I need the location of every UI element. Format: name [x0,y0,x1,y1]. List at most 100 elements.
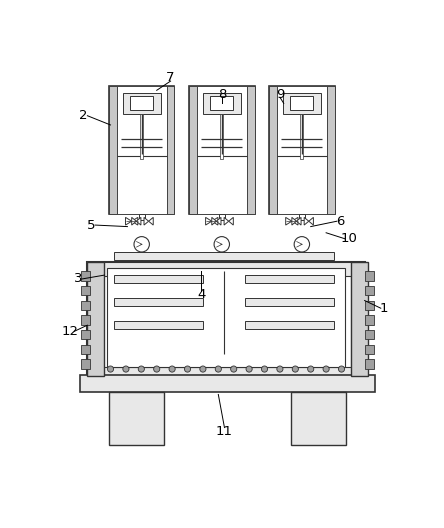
Bar [290,96,313,110]
Bar [117,87,166,213]
Bar [140,114,143,159]
Bar [351,262,368,376]
Text: 4: 4 [197,288,206,301]
Bar [81,315,91,325]
Polygon shape [229,218,234,225]
Bar [81,360,91,369]
Text: 9: 9 [276,88,284,101]
Polygon shape [216,218,221,225]
Text: 3: 3 [74,272,83,286]
Bar [189,87,197,213]
Bar [109,87,117,213]
Bar [81,345,91,354]
Bar [81,300,91,310]
Bar [80,375,375,392]
Bar [277,87,327,213]
Circle shape [154,366,160,372]
Circle shape [107,366,114,372]
Bar [291,392,346,445]
Text: 11: 11 [216,425,233,438]
Bar [109,392,164,445]
Polygon shape [292,218,297,225]
Bar [81,286,91,295]
Bar [245,298,334,306]
Circle shape [262,366,268,372]
Bar [365,330,374,340]
Circle shape [200,366,206,372]
Polygon shape [132,218,136,225]
Bar [107,268,345,367]
Bar [81,330,91,340]
Polygon shape [126,218,132,225]
Bar [365,315,374,325]
Bar [365,286,374,295]
Circle shape [138,366,144,372]
Circle shape [246,366,252,372]
Text: 7: 7 [166,71,175,84]
Circle shape [215,366,222,372]
Polygon shape [297,218,301,225]
Bar [123,92,161,114]
Bar [219,213,225,220]
Circle shape [169,366,175,372]
Text: 1: 1 [380,301,388,315]
Polygon shape [285,218,292,225]
Bar [115,322,203,329]
Bar [189,87,254,213]
Text: 2: 2 [79,109,88,122]
Circle shape [230,366,237,372]
Bar [87,262,104,376]
Circle shape [292,366,298,372]
Bar [365,345,374,354]
Polygon shape [292,218,298,225]
Circle shape [184,366,190,372]
Bar [115,252,334,260]
Text: 6: 6 [336,215,344,228]
Bar [365,300,374,310]
Bar [109,87,174,213]
Bar [81,271,91,280]
Circle shape [123,366,129,372]
Bar [269,87,335,213]
Bar [101,276,351,367]
Text: 12: 12 [62,325,79,338]
Bar [166,87,174,213]
Circle shape [308,366,314,372]
Bar [220,114,223,159]
Bar [327,87,335,213]
Polygon shape [309,218,313,225]
Polygon shape [136,218,141,225]
Circle shape [338,366,345,372]
Bar [245,275,334,283]
Bar [245,322,334,329]
Bar [87,262,365,376]
Bar [115,275,203,283]
Circle shape [134,237,149,252]
Polygon shape [206,218,212,225]
Bar [197,87,247,213]
Circle shape [214,237,230,252]
Bar [365,271,374,280]
Bar [365,360,374,369]
Polygon shape [144,218,149,225]
Bar [210,96,234,110]
Polygon shape [304,218,309,225]
Text: 8: 8 [218,88,226,101]
Polygon shape [212,218,218,225]
Bar [247,87,254,213]
Text: 5: 5 [87,219,95,232]
Circle shape [294,237,309,252]
Polygon shape [212,218,216,225]
Polygon shape [132,218,138,225]
Bar [115,298,203,306]
Bar [283,92,321,114]
Polygon shape [149,218,153,225]
Bar [203,92,241,114]
Circle shape [323,366,329,372]
Polygon shape [224,218,229,225]
Bar [300,114,303,159]
Text: 10: 10 [341,232,358,246]
Bar [139,213,145,220]
Bar [130,96,153,110]
Circle shape [277,366,283,372]
